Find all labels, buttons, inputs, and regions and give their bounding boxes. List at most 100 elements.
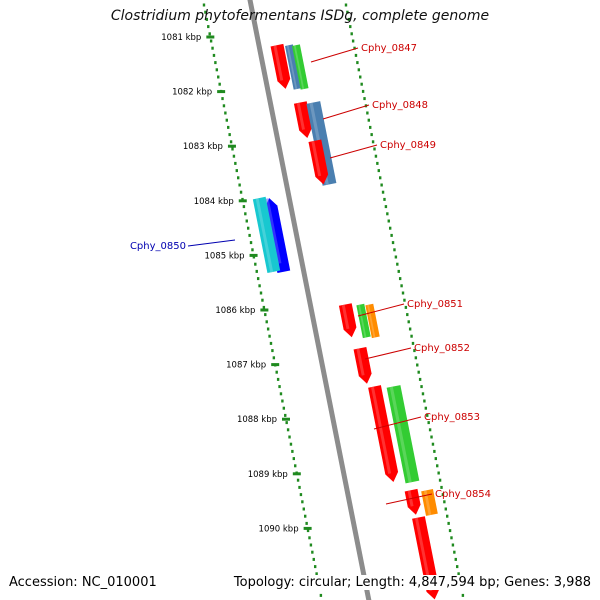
right-track-dot	[370, 133, 373, 137]
right-track-dot	[426, 413, 429, 417]
right-track-dot	[461, 593, 465, 597]
left-track-dot	[212, 53, 216, 57]
left-track-dot	[229, 140, 233, 144]
right-track-dot	[349, 25, 352, 29]
left-track-dot	[288, 435, 291, 439]
right-track-dot	[450, 536, 453, 540]
gene-label[interactable]: Cphy_0851	[407, 299, 463, 310]
right-track-dot	[437, 471, 440, 475]
left-track-dot	[313, 565, 317, 569]
feature-cphy-0852-cds[interactable]	[353, 346, 372, 384]
ruler-tick-label: 1089 kbp	[248, 470, 288, 480]
left-track-dot	[302, 507, 305, 511]
right-track-dot	[430, 435, 433, 439]
gene-label[interactable]: Cphy_0854	[435, 489, 491, 500]
left-track-dot	[214, 61, 217, 65]
right-track-dot	[433, 449, 436, 453]
right-track-dot	[418, 377, 422, 381]
gene-label[interactable]: Cphy_0847	[361, 43, 417, 54]
feature-cphy-0847-gene[interactable]	[285, 44, 302, 90]
left-track-dot	[218, 82, 221, 86]
left-track-dot	[275, 370, 278, 374]
right-track-dot	[376, 161, 379, 165]
right-track-dot	[366, 111, 369, 115]
ruler-tick-label: 1084 kbp	[194, 197, 234, 207]
right-track-dot	[391, 241, 395, 245]
right-track-dot	[373, 147, 376, 151]
label-leader-line	[329, 144, 378, 159]
right-track-dot	[428, 428, 432, 432]
feature-highlight	[414, 517, 433, 592]
right-track-dot	[369, 125, 372, 129]
feature-cphy-0848-cds[interactable]	[293, 101, 312, 139]
left-track-dot	[305, 521, 308, 525]
left-track-dot	[209, 39, 213, 43]
feature-cphy-0853-gene[interactable]	[386, 385, 420, 484]
map-title: Clostridium phytofermentans ISDg, comple…	[110, 8, 490, 24]
left-track-dot	[245, 219, 248, 223]
left-track-dot	[294, 464, 297, 468]
feature-cphy-0849-cds[interactable]	[308, 139, 329, 185]
left-track-dot	[268, 334, 271, 338]
gene-label[interactable]: Cphy_0848	[372, 100, 428, 111]
right-track-dot	[454, 557, 457, 561]
left-track-dot	[228, 133, 231, 137]
left-track-dot	[238, 183, 241, 187]
right-track-dot	[438, 478, 442, 482]
ruler-tick-label: 1083 kbp	[183, 142, 223, 152]
right-track-dot	[403, 298, 406, 302]
left-track-dot	[315, 572, 318, 576]
right-track-dot	[367, 118, 370, 122]
feature-highlight	[356, 348, 365, 376]
feature-highlight	[255, 198, 274, 273]
ruler-tick-label: 1088 kbp	[237, 415, 277, 425]
left-track-dot	[276, 377, 280, 381]
right-track-dot	[408, 327, 412, 331]
feature-highlight	[423, 490, 432, 516]
left-track-dot	[265, 320, 268, 324]
feature-highlight	[341, 304, 350, 330]
feature-labels: Cphy_0847 Cphy_0848 Cphy_0849 Cphy_0850 Cphy…	[130, 43, 491, 505]
feature-cphy-0851-gene[interactable]	[356, 303, 371, 339]
left-track-dot	[222, 104, 226, 108]
feature-cphy-0847-cds[interactable]	[270, 43, 291, 89]
left-track-dot	[308, 536, 311, 540]
left-track-dot	[252, 255, 256, 259]
right-track-dot	[441, 493, 445, 497]
backbone-line	[247, 0, 372, 600]
left-track-dot	[227, 125, 230, 129]
feature-cphy-0854-cds[interactable]	[404, 488, 421, 515]
feature-cphy-0850-cds[interactable]	[264, 198, 291, 274]
feature-highlight	[286, 45, 298, 90]
left-track-dot	[242, 205, 246, 209]
gene-label[interactable]: Cphy_0849	[380, 140, 436, 151]
left-track-dot	[279, 392, 283, 396]
left-track-dot	[259, 291, 263, 295]
right-track-dot	[357, 68, 361, 72]
feature-cphy-0847-gene[interactable]	[292, 44, 309, 90]
right-track-dot	[421, 392, 425, 396]
gene-label[interactable]: Cphy_0853	[424, 412, 480, 423]
right-track-dot	[404, 305, 408, 309]
feature-cphy-0853-cds[interactable]	[368, 385, 399, 482]
label-leader-line	[310, 47, 359, 63]
right-track-dot	[388, 226, 392, 230]
right-track-dot	[414, 356, 418, 360]
left-track-dot	[221, 97, 224, 101]
features	[252, 43, 440, 600]
label-leader-line	[357, 303, 405, 317]
feature-highlight	[371, 386, 392, 474]
right-track-dot	[431, 442, 435, 446]
feature-highlight	[311, 140, 322, 177]
gene-label[interactable]: Cphy_0852	[414, 343, 470, 354]
feature-cphy-0850-gene[interactable]	[252, 196, 281, 274]
feature-cphy-0851-cds[interactable]	[338, 303, 357, 338]
feature-highlight	[273, 45, 284, 81]
right-track-dot	[407, 320, 410, 324]
right-track-dot	[387, 219, 390, 223]
ruler-tick-label: 1081 kbp	[161, 33, 201, 43]
left-track-dot	[272, 356, 276, 360]
left-track-dot	[237, 176, 240, 180]
right-track-dot	[353, 46, 356, 50]
gene-label[interactable]: Cphy_0850	[130, 241, 186, 252]
